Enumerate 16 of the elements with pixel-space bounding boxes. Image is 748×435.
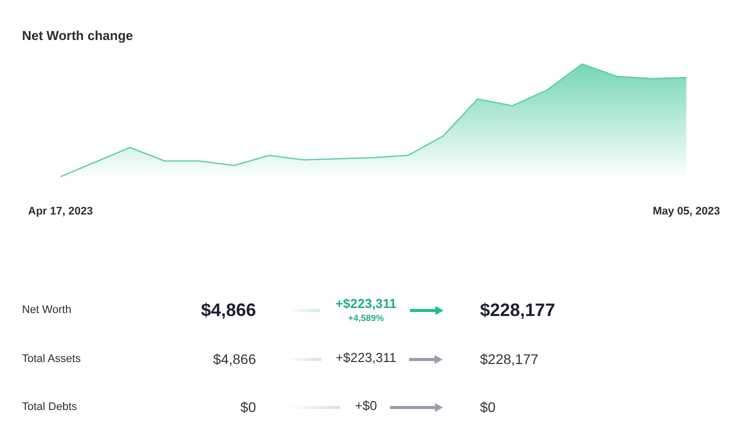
text: +4,589% — [348, 313, 384, 324]
text: $0 — [480, 398, 496, 415]
text: $0 — [240, 398, 256, 415]
text: $228,177 — [480, 300, 556, 320]
text: $4,866 — [200, 300, 256, 320]
chart-title: Net Worth change — [22, 28, 133, 44]
text: $4,866 — [213, 350, 256, 367]
text: $228,177 — [480, 350, 538, 367]
text: Total Debts — [22, 401, 78, 414]
x-tick-label: Apr 17, 2023 — [28, 205, 93, 218]
text: +$223,311 — [335, 296, 397, 312]
x-tick-label: May 05, 2023 — [652, 205, 720, 218]
text: +$0 — [354, 398, 378, 414]
text: Total Assets — [22, 353, 81, 366]
text: +$223,311 — [336, 350, 396, 366]
text: Net Worth — [22, 304, 72, 317]
